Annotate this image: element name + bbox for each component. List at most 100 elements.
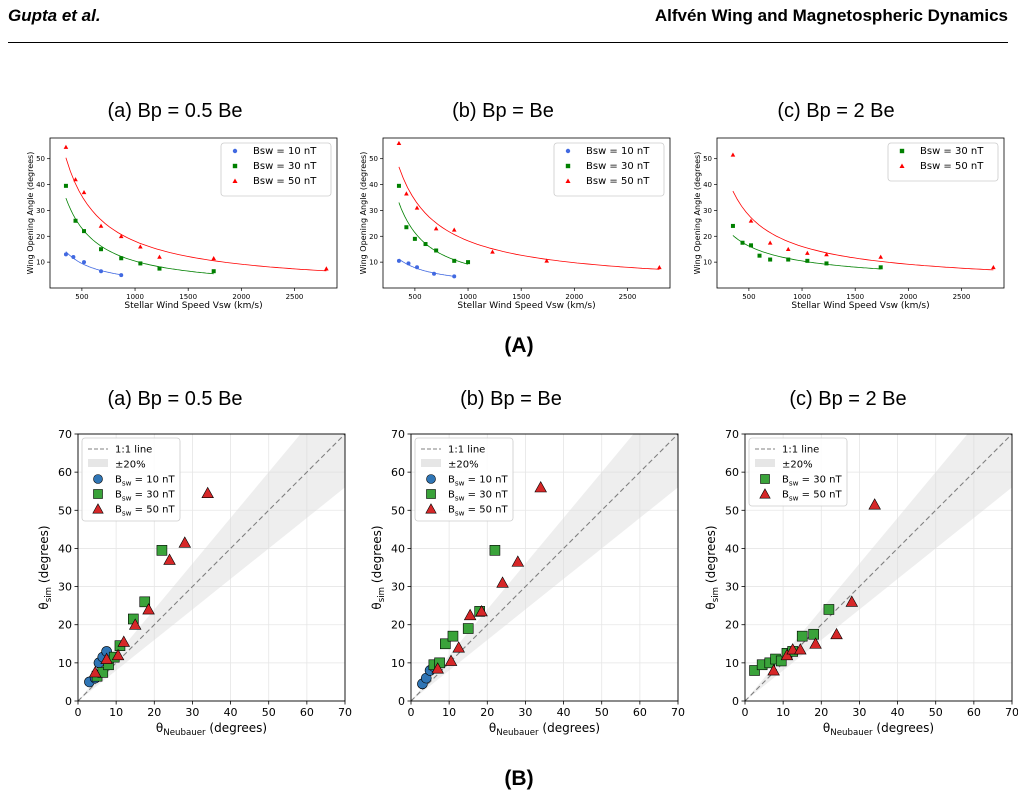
plot-area: 00 10 10 20 20 30 30 40 40 50 50 60 60 70 70 θNeubauer … — [704, 428, 1018, 738]
x-tick-label: 10 — [776, 706, 790, 719]
data-point — [414, 205, 420, 210]
legend-marker — [426, 474, 436, 484]
y-tick-label: 70 — [391, 428, 405, 441]
data-point — [100, 652, 113, 664]
y-axis-label-group: θsim (degrees) — [704, 525, 721, 609]
plot-area: 500 1000 1500 2000 2500 10 20 30 40 50 Stellar Win… — [26, 137, 338, 311]
panel-title-A-b: (b) Bp = Be — [452, 100, 554, 122]
x-tick-label: 2000 — [232, 293, 250, 301]
x-tick-label: 2500 — [286, 293, 304, 301]
x-tick-label: 0 — [742, 706, 749, 719]
data-point — [71, 254, 76, 259]
y-tick-label: 10 — [391, 657, 405, 670]
data-point — [809, 637, 822, 649]
figure-part-label-B: (B) — [504, 767, 534, 790]
data-point — [444, 654, 458, 666]
data-point — [878, 254, 883, 259]
data-point — [73, 177, 78, 182]
data-point — [462, 623, 474, 634]
data-point — [434, 248, 439, 253]
legend-label: 1:1 line — [448, 445, 485, 456]
data-point — [163, 553, 176, 565]
x-axis-label: Stellar Wind Speed Vsw (km/s) — [791, 301, 929, 311]
x-tick-label: 60 — [967, 706, 981, 719]
figure-part-label-A: (A) — [504, 334, 534, 357]
chart-panel-A-b: 500 1000 1500 2000 2500 10 20 30 40 50 Stellar Win… — [359, 137, 671, 311]
x-tick-label: 30 — [185, 706, 199, 719]
data-point — [211, 255, 216, 261]
legend-marker — [565, 148, 571, 154]
y-axis-label-group: θsim (degrees) — [370, 525, 387, 609]
y-axis-label-group: θsim (degrees) — [37, 525, 54, 609]
fit-curve — [398, 202, 469, 265]
data-point — [157, 254, 162, 259]
data-point — [423, 242, 428, 247]
data-point — [452, 641, 465, 653]
data-point — [82, 229, 87, 234]
x-axis-label: θNeubauer (degrees) — [156, 721, 267, 738]
data-point — [878, 265, 883, 270]
legend: Bsw = 10 nT Bsw = 30 nT Bsw = 50 nT — [553, 142, 665, 197]
data-point — [119, 273, 124, 278]
data-point — [511, 555, 525, 567]
legend-label: Bsw = 10 nT — [586, 146, 650, 157]
data-point — [63, 252, 68, 257]
data-point — [452, 274, 457, 279]
y-tick-label: 40 — [36, 181, 45, 189]
data-point — [534, 481, 547, 493]
x-tick-label: 50 — [262, 706, 276, 719]
y-tick-label: 30 — [58, 581, 72, 594]
data-point — [440, 638, 451, 650]
one-to-one-line — [744, 433, 1013, 702]
legend: 1:1 line ±20% Bsw = 10 nT Bsw = 30 nT Bsw = … — [81, 437, 181, 522]
data-point — [63, 144, 69, 149]
x-tick-label: 40 — [557, 706, 571, 719]
data-point — [805, 250, 810, 255]
running-head-authors: Gupta et al. — [8, 6, 101, 25]
legend-label: Bsw = 10 nT — [115, 475, 175, 488]
y-tick-label: 60 — [58, 466, 72, 479]
data-point — [757, 253, 762, 258]
data-point — [324, 266, 329, 271]
legend-box — [81, 437, 181, 522]
y-tick-label: 30 — [725, 581, 739, 594]
x-axis-label: Stellar Wind Speed Vsw (km/s) — [457, 301, 595, 311]
y-tick-label: 40 — [369, 181, 378, 189]
data-point — [775, 655, 787, 667]
data-point — [88, 666, 102, 678]
data-point — [544, 258, 549, 263]
data-point — [466, 260, 471, 265]
y-tick-label: 60 — [391, 466, 405, 479]
data-point — [73, 218, 78, 223]
legend-label: Bsw = 50 nT — [920, 161, 984, 172]
data-point — [496, 576, 509, 588]
y-tick-label: 10 — [58, 657, 72, 670]
x-tick-label: 1500 — [512, 293, 530, 301]
data-point — [119, 256, 124, 261]
plot-area: 00 10 10 20 20 30 30 40 40 50 50 60 60 70 70 θNeubauer … — [37, 428, 352, 738]
legend-label: Bsw = 30 nT — [920, 146, 984, 157]
y-axis-label: θsim (degrees) — [370, 525, 387, 609]
panel-title-B-b: (b) Bp = Be — [460, 388, 562, 410]
y-tick-label: 40 — [58, 542, 72, 555]
y-tick-label: 10 — [36, 259, 45, 267]
data-point — [404, 225, 409, 230]
legend: 1:1 line ±20% Bsw = 30 nT Bsw = 50 nT — [748, 437, 848, 507]
legend-label: ±20% — [448, 460, 479, 471]
x-tick-label: 10 — [109, 706, 123, 719]
panel-title-B-c: (c) Bp = 2 Be — [789, 388, 907, 410]
y-tick-label: 50 — [725, 504, 739, 517]
data-point — [730, 223, 735, 228]
data-point — [868, 498, 881, 510]
y-tick-label: 70 — [58, 428, 72, 441]
data-point — [157, 266, 162, 271]
y-axis-label: Wing Opening Angle (degrees) — [359, 152, 368, 275]
data-point — [767, 240, 773, 245]
x-tick-label: 30 — [852, 706, 866, 719]
data-point — [830, 627, 843, 640]
legend-marker — [425, 503, 437, 514]
one-to-one-line — [410, 433, 679, 702]
x-tick-label: 1500 — [846, 293, 864, 301]
fit-curve — [398, 166, 660, 270]
x-tick-label: 1500 — [179, 293, 197, 301]
